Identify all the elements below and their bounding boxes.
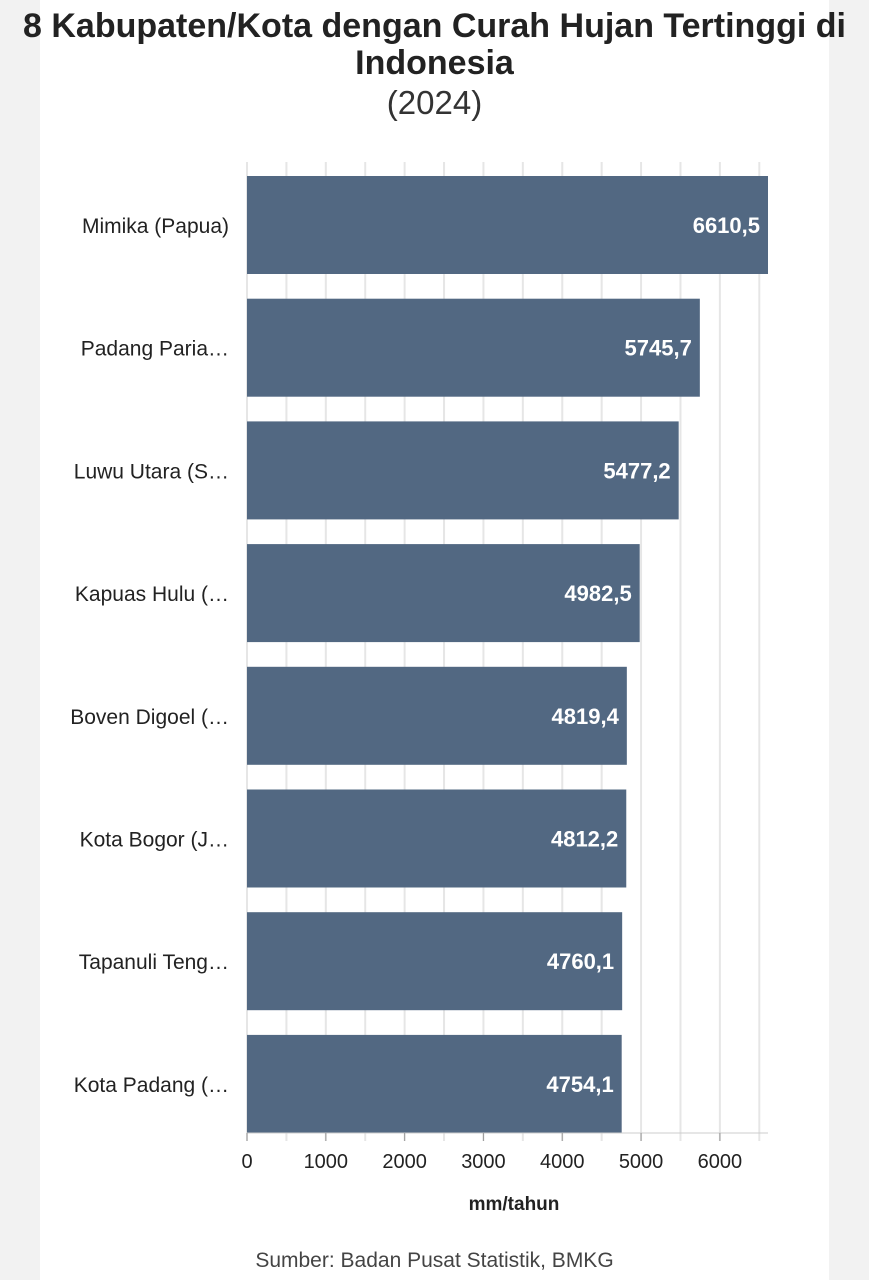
value-label: 4819,4 bbox=[552, 704, 620, 729]
value-label: 4812,2 bbox=[551, 827, 618, 852]
value-label: 4982,5 bbox=[564, 581, 631, 606]
value-label: 4754,1 bbox=[546, 1072, 613, 1097]
bar bbox=[247, 666, 627, 765]
category-label: Padang Paria… bbox=[81, 338, 229, 361]
bar bbox=[247, 421, 679, 520]
category-label: Mimika (Papua) bbox=[82, 215, 229, 238]
bar bbox=[247, 544, 640, 643]
source-note: Sumber: Badan Pusat Statistik, BMKG bbox=[255, 1249, 614, 1272]
x-axis-title: mm/tahun bbox=[469, 1194, 560, 1215]
bar bbox=[247, 912, 623, 1011]
x-tick-label: 6000 bbox=[698, 1151, 743, 1173]
bar bbox=[247, 298, 700, 397]
chart-subtitle: (2024) bbox=[386, 84, 483, 121]
x-tick-label: 2000 bbox=[382, 1151, 427, 1173]
value-label: 5745,7 bbox=[625, 336, 692, 361]
category-label: Kota Padang (… bbox=[74, 1074, 229, 1097]
x-tick-label: 1000 bbox=[304, 1151, 349, 1173]
value-label: 6610,5 bbox=[693, 213, 760, 238]
category-label: Boven Digoel (… bbox=[70, 706, 229, 729]
bar bbox=[247, 789, 627, 888]
x-tick-label: 5000 bbox=[619, 1151, 664, 1173]
x-tick-label: 4000 bbox=[540, 1151, 585, 1173]
bar bbox=[247, 1034, 622, 1133]
chart-title: 8 Kabupaten/Kota dengan Curah Hujan Tert… bbox=[23, 7, 846, 82]
category-label: Kapuas Hulu (… bbox=[75, 583, 229, 606]
bar bbox=[247, 176, 768, 274]
category-label: Tapanuli Teng… bbox=[79, 951, 229, 974]
x-tick-label: 0 bbox=[241, 1151, 252, 1173]
category-label: Luwu Utara (S… bbox=[74, 460, 229, 483]
value-label: 4760,1 bbox=[547, 949, 614, 974]
x-tick-label: 3000 bbox=[461, 1151, 506, 1173]
value-label: 5477,2 bbox=[603, 458, 670, 483]
category-label: Kota Bogor (J… bbox=[80, 829, 229, 852]
